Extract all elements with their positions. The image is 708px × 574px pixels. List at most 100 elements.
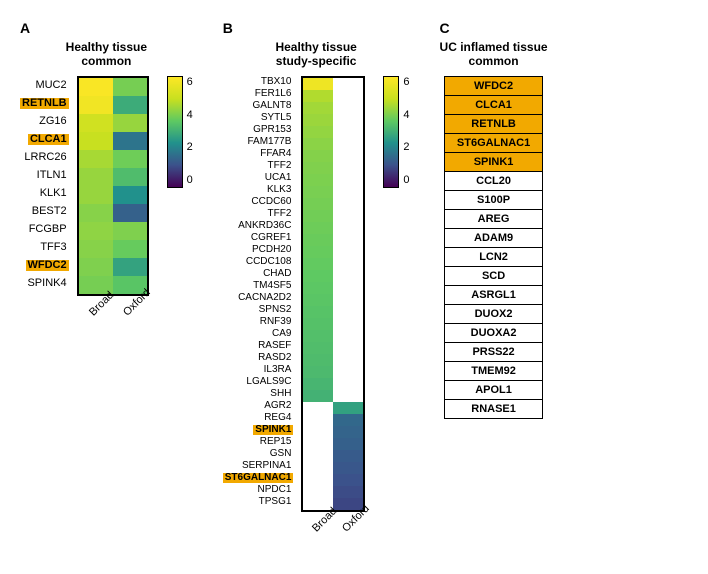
gene-row-label: TFF3 [20,238,71,256]
heatmap-cell [113,240,147,258]
heatmap-row [303,306,363,318]
gene-row-label: LRRC26 [20,148,71,166]
heatmap-cell [333,234,363,246]
heatmap-row [303,342,363,354]
gene-cell: PRSS22 [444,343,542,362]
heatmap-cell [303,390,333,402]
heatmap-row [79,78,147,96]
heatmap-cell [303,438,333,450]
heatmap-row [79,204,147,222]
table-row: WFDC2 [444,77,542,96]
panel-b-colorbar: 6420 [383,76,409,188]
heatmap-row [79,114,147,132]
heatmap-cell [113,222,147,240]
heatmap-row [303,162,363,174]
heatmap-cell [333,474,363,486]
heatmap-cell [79,132,113,150]
table-row: S100P [444,191,542,210]
gene-row-label: TFF2 [223,160,296,172]
heatmap-row [79,132,147,150]
gene-row-label: ZG16 [20,112,71,130]
table-row: PRSS22 [444,343,542,362]
colorbar-tick: 4 [187,109,193,121]
heatmap-row [79,96,147,114]
heatmap-row [303,366,363,378]
heatmap-cell [113,204,147,222]
panel-a-label: A [20,20,30,36]
heatmap-cell [303,426,333,438]
gene-cell: CLCA1 [444,96,542,115]
heatmap-cell [333,258,363,270]
heatmap-row [303,270,363,282]
panel-b-col-labels: BroadOxford [301,518,365,554]
gene-row-label: KLK3 [223,184,296,196]
heatmap-cell [113,150,147,168]
heatmap-cell [79,222,113,240]
heatmap-cell [333,162,363,174]
panel-a-colorbar-ticks: 6420 [187,76,193,186]
heatmap-row [303,210,363,222]
heatmap-cell [79,96,113,114]
heatmap-cell [303,126,333,138]
heatmap-row [303,90,363,102]
gene-row-label: RETNLB [20,94,71,112]
heatmap-cell [303,234,333,246]
panel-a-colorbar: 6420 [167,76,193,188]
panel-c: C UC inflamed tissue common WFDC2CLCA1RE… [440,20,548,419]
panel-b-heatmap-wrap: TBX10FER1L6GALNT8SYTL5GPR153FAM177BFFAR4… [223,76,410,554]
heatmap-cell [333,198,363,210]
heatmap-cell [333,366,363,378]
panel-a-heatmap-wrap: MUC2RETNLBZG16CLCA1LRRC26ITLN1KLK1BEST2F… [20,76,193,338]
heatmap-cell [333,174,363,186]
panel-a-title: Healthy tissue common [66,40,147,68]
panel-a-colorbar-bar [167,76,183,188]
heatmap-row [303,426,363,438]
gene-row-label: RNF39 [223,316,296,328]
heatmap-cell [333,270,363,282]
heatmap-cell [79,186,113,204]
heatmap-cell [303,150,333,162]
gene-row-label: CA9 [223,328,296,340]
heatmap-row [303,294,363,306]
gene-row-label: AGR2 [223,400,296,412]
heatmap-cell [303,270,333,282]
table-row: AREG [444,210,542,229]
gene-row-label: CHAD [223,268,296,280]
heatmap-cell [303,186,333,198]
heatmap-cell [303,246,333,258]
heatmap-row [303,282,363,294]
heatmap-row [303,354,363,366]
heatmap-cell [333,486,363,498]
panel-a-col-labels: BroadOxford [77,302,149,338]
heatmap-cell [333,150,363,162]
gene-cell: S100P [444,191,542,210]
gene-row-label: FCGBP [20,220,71,238]
gene-row-label: NPDC1 [223,484,296,496]
gene-cell: DUOX2 [444,305,542,324]
heatmap-cell [303,210,333,222]
heatmap-row [303,174,363,186]
gene-row-label: UCA1 [223,172,296,184]
gene-row-label: PCDH20 [223,244,296,256]
heatmap-cell [333,210,363,222]
heatmap-cell [333,282,363,294]
heatmap-cell [303,222,333,234]
gene-row-label: FAM177B [223,136,296,148]
gene-row-label: ITLN1 [20,166,71,184]
heatmap-row [303,138,363,150]
table-row: CLCA1 [444,96,542,115]
heatmap-cell [303,450,333,462]
heatmap-cell [303,138,333,150]
gene-row-label: SPNS2 [223,304,296,316]
heatmap-cell [303,198,333,210]
gene-row-label: GALNT8 [223,100,296,112]
heatmap-row [303,222,363,234]
heatmap-cell [303,486,333,498]
gene-row-label: TFF2 [223,208,296,220]
heatmap-cell [303,162,333,174]
gene-row-label: CCDC108 [223,256,296,268]
gene-cell: AREG [444,210,542,229]
heatmap-row [303,102,363,114]
gene-cell: WFDC2 [444,77,542,96]
table-row: ADAM9 [444,229,542,248]
